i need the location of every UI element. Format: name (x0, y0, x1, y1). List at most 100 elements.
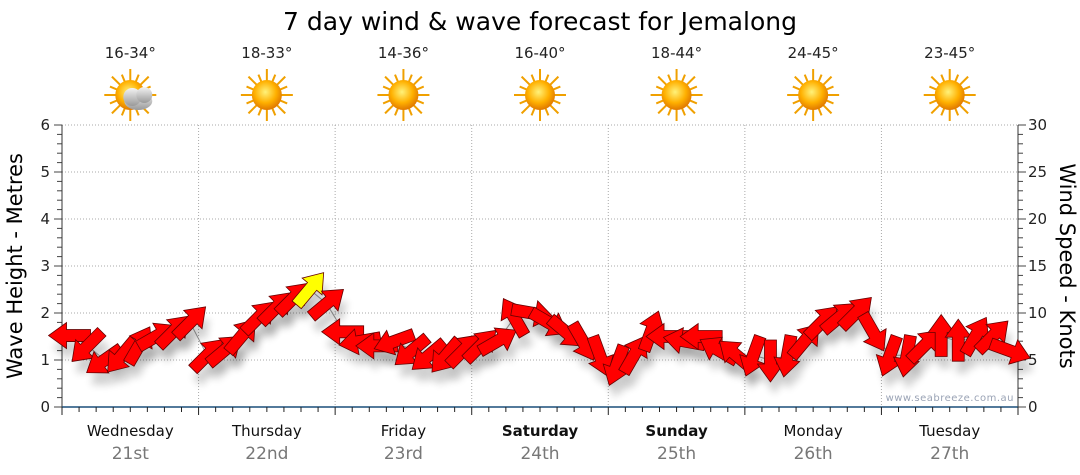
sun-ray (929, 99, 938, 105)
sun-ray (803, 74, 809, 83)
wind-arrow (927, 313, 955, 357)
date-label: 21st (112, 444, 149, 464)
sun-ray (382, 85, 391, 91)
day-label: Sunday (645, 422, 708, 440)
sun-ray (552, 85, 561, 91)
sun-ray (794, 75, 804, 86)
sun-disc (934, 80, 965, 110)
sun-ray (111, 75, 122, 86)
sun-ray (247, 104, 258, 115)
sun-ray (109, 85, 118, 91)
sun-ray (257, 74, 263, 83)
temperature-range: 16-34° (105, 44, 156, 62)
sun-ray (940, 74, 946, 83)
sun-ray (139, 75, 150, 86)
sun-ray (681, 107, 686, 116)
wind-arrow (107, 335, 140, 373)
sun-ray (549, 75, 560, 86)
sun-ray (685, 75, 696, 86)
sun-ray (111, 104, 122, 115)
watermark: www.seabreeze.com.au (886, 393, 1014, 404)
sun-ray (544, 74, 550, 83)
sun-ray (940, 107, 946, 116)
sun-ray (657, 104, 668, 115)
sun-ray (519, 85, 528, 91)
sun-ray (520, 104, 531, 115)
sun-ray (382, 99, 391, 105)
sun-ray (415, 85, 425, 91)
wind-arrow (988, 337, 1031, 365)
wind-arrow (836, 296, 872, 332)
sun-ray (667, 74, 673, 83)
wind-arrow-shadow (481, 339, 521, 369)
sun-icon (650, 69, 703, 121)
sun-ray (246, 99, 255, 105)
sun-ray (415, 99, 425, 105)
sun-ray (817, 107, 823, 116)
wind-arrow-shadow (704, 349, 744, 378)
y-tick-left: 1 (40, 351, 50, 369)
wind-arrow (637, 310, 666, 354)
wind-arrow (47, 321, 91, 350)
sun-ray (930, 75, 941, 86)
y-tick-right: 30 (1028, 116, 1047, 134)
wind-arrow (171, 306, 207, 342)
date-label: 27th (930, 444, 969, 464)
sun-ray (271, 74, 277, 83)
sun-disc (798, 80, 829, 110)
temperature-range: 18-33° (241, 44, 292, 62)
daily-forecast-header: 16-34° 18-33° 14-36° 16-40° 18-44° 24-45° 23-4… (104, 44, 976, 121)
wind-arrow (500, 298, 531, 339)
sun-ray (549, 104, 560, 115)
sun-ray (257, 107, 263, 116)
sun-ray (667, 107, 673, 116)
sun-ray (794, 104, 804, 115)
sun-ray (276, 104, 286, 115)
sun-ray (412, 104, 423, 115)
sun-ray (803, 107, 809, 116)
wind-arrow (476, 327, 517, 357)
sun-icon (923, 69, 976, 121)
sun-ray (822, 75, 833, 86)
day-label: Wednesday (87, 422, 174, 440)
y-tick-right: 5 (1028, 351, 1038, 369)
sun-icon (377, 69, 430, 121)
partly-cloudy-icon (104, 69, 157, 121)
chart-title: 7 day wind & wave forecast for Jemalong (283, 7, 797, 36)
day-label: Thursday (231, 422, 302, 440)
sun-ray (685, 104, 696, 115)
y-axis-right-label: Wind Speed - Knots (1055, 163, 1079, 368)
sun-ray (655, 85, 665, 91)
sun-ray (530, 74, 536, 83)
sun-ray (412, 75, 423, 86)
date-label: 24th (520, 444, 559, 464)
sun-ray (279, 85, 288, 91)
sun-ray (530, 107, 536, 116)
sun-ray (930, 104, 941, 115)
date-label: 26th (794, 444, 833, 464)
sun-ray (958, 75, 969, 86)
axes: 0 1 2 3 4 5 6 0 5 10 15 20 25 30 Wednesday 21st Thursday… (40, 116, 1047, 464)
sun-ray (120, 107, 126, 116)
sun-disc (251, 80, 282, 110)
sun-ray (271, 107, 277, 116)
wind-arrows (47, 272, 1035, 398)
date-label: 22nd (245, 444, 288, 464)
sun-ray (958, 104, 969, 115)
sun-icon (514, 69, 566, 121)
sun-ray (120, 74, 126, 83)
sun-ray (279, 99, 288, 105)
y-tick-left: 3 (40, 257, 50, 275)
wind-arrow (959, 316, 990, 358)
wind-arrow (944, 318, 973, 362)
y-tick-left: 4 (40, 210, 50, 228)
temperature-range: 16-40° (514, 44, 565, 62)
sun-ray (134, 74, 140, 83)
sun-ray (655, 99, 665, 105)
sun-ray (519, 99, 528, 105)
sun-ray (681, 74, 686, 83)
wind-arrow (857, 310, 887, 352)
sun-disc (388, 80, 419, 110)
sun-ray (109, 99, 118, 105)
